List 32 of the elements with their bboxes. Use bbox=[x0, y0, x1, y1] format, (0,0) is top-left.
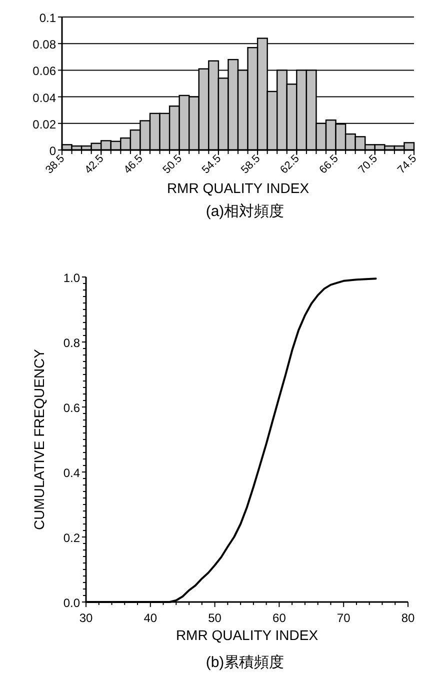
x-tick-label: 74.5 bbox=[395, 152, 420, 176]
text: (b)累積頻度 bbox=[206, 654, 284, 671]
y-tick-label: 0.8 bbox=[63, 336, 80, 350]
x-axis-title: RMR QUALITY INDEX bbox=[176, 627, 319, 643]
x-tick-label: 66.5 bbox=[317, 152, 341, 176]
y-tick-label: 0.08 bbox=[32, 38, 56, 52]
x-tick-label: 40 bbox=[144, 611, 158, 625]
y-tick-label: 0.1 bbox=[39, 11, 56, 25]
x-tick-label: 80 bbox=[401, 611, 415, 625]
x-axis-title: RMR QUALITY INDEX bbox=[166, 180, 310, 196]
x-tick-label: 70.5 bbox=[356, 152, 380, 176]
text: (a)相対頻度 bbox=[206, 203, 284, 220]
x-tick-label: 50.5 bbox=[160, 152, 184, 176]
y-tick-label: 0.2 bbox=[63, 531, 80, 545]
y-tick-label: 0.02 bbox=[32, 117, 56, 132]
y-axis-title: CUMULATIVE FREQUENCY bbox=[31, 348, 47, 530]
x-tick-label: 60 bbox=[272, 611, 286, 625]
x-tick-label: 58.5 bbox=[239, 152, 263, 176]
y-tick-label: 0.04 bbox=[32, 90, 56, 105]
y-tick-label: 1.0 bbox=[63, 271, 80, 285]
y-tick-label: 0.6 bbox=[63, 401, 80, 415]
y-tick-label: 0.06 bbox=[32, 64, 56, 78]
x-tick-label: 62.5 bbox=[278, 152, 302, 176]
x-tick-label: 30 bbox=[79, 611, 93, 625]
x-tick-label: 46.5 bbox=[122, 152, 146, 176]
x-tick-label: 50 bbox=[208, 611, 222, 625]
y-tick-label: 0 bbox=[49, 144, 56, 158]
x-tick-label: 42.5 bbox=[82, 152, 106, 176]
x-tick-label: 54.5 bbox=[200, 152, 224, 176]
y-tick-label: 0.4 bbox=[63, 466, 80, 480]
y-tick-label: 0.0 bbox=[63, 596, 80, 610]
x-tick-label: 70 bbox=[336, 611, 351, 625]
